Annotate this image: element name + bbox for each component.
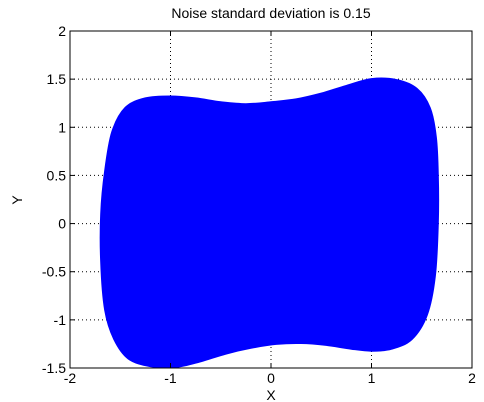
x-tick-label: 0 xyxy=(267,370,275,386)
y-axis-label: Y xyxy=(9,195,25,205)
y-tick-label: 0.5 xyxy=(47,167,67,183)
y-tick-label: 2 xyxy=(58,23,66,39)
y-tick-label: 0 xyxy=(58,216,66,232)
x-tick-label: -1 xyxy=(164,370,177,386)
y-tick-labels: -1.5 -1 -0.5 0 0.5 1 1.5 2 xyxy=(42,23,66,376)
x-tick-label: 2 xyxy=(468,370,476,386)
y-tick-label: 1.5 xyxy=(47,71,67,87)
y-tick-label: -0.5 xyxy=(42,264,66,280)
x-tick-label: 1 xyxy=(368,370,376,386)
y-tick-label: 1 xyxy=(58,119,66,135)
x-tick-labels: -2 -1 0 1 2 xyxy=(64,370,476,386)
y-tick-label: -1 xyxy=(54,312,67,328)
x-tick-label: -2 xyxy=(64,370,77,386)
plot-frame xyxy=(69,30,473,369)
x-axis-label: X xyxy=(266,387,276,402)
data-series-fill xyxy=(99,77,440,369)
y-tick-label: -1.5 xyxy=(42,360,66,376)
chart-title: Noise standard deviation is 0.15 xyxy=(171,5,370,21)
